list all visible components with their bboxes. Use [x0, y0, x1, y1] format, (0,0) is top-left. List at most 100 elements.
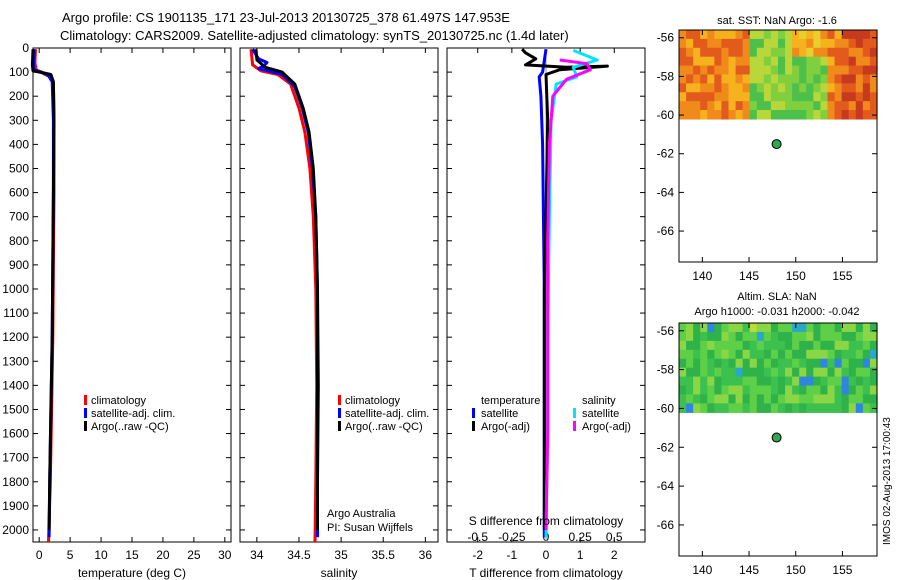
field-cell	[700, 323, 708, 333]
field-cell	[735, 92, 744, 102]
lat-tick-label: -62	[657, 147, 675, 161]
field-cell	[693, 74, 701, 84]
field-cell	[799, 358, 807, 369]
lon-tick-label: 155	[832, 563, 852, 577]
field-cell	[820, 403, 829, 413]
legend-swatch-s-argo	[573, 421, 576, 431]
field-cell	[756, 74, 765, 84]
field-cell	[686, 376, 694, 387]
field-cell	[728, 56, 737, 67]
field-cell	[841, 83, 850, 93]
field-cell	[721, 331, 730, 342]
depth-tick-label: 1600	[2, 427, 29, 441]
field-cell	[742, 74, 751, 84]
field-cell	[778, 367, 786, 378]
field-cell	[848, 83, 857, 93]
field-cell	[770, 394, 779, 404]
field-cell	[792, 56, 800, 67]
field-cell	[721, 83, 730, 93]
field-cell	[686, 83, 694, 93]
field-cell	[813, 385, 822, 396]
field-cell	[820, 47, 829, 58]
field-cell	[693, 358, 701, 369]
sla-map-subtitle: Argo h1000: -0.031 h2000: -0.042	[694, 306, 859, 318]
field-cell	[756, 65, 765, 76]
field-cell	[841, 74, 850, 84]
field-cell	[799, 367, 807, 378]
field-cell	[714, 110, 723, 120]
field-cell	[778, 30, 786, 40]
x-tick-label: 15	[125, 548, 139, 562]
field-cell	[742, 340, 751, 351]
field-cell	[728, 83, 737, 93]
field-cell	[785, 323, 793, 333]
field-cell	[742, 358, 751, 369]
field-cell	[770, 74, 779, 84]
field-cell	[862, 367, 871, 378]
field-cell	[728, 340, 737, 351]
field-cell	[799, 65, 807, 76]
depth-tick-label: 600	[9, 186, 29, 200]
field-cell	[827, 38, 836, 49]
field-cell	[841, 30, 850, 40]
x-tick-label: 34	[250, 548, 264, 562]
field-cell	[721, 323, 730, 333]
field-cell	[834, 101, 843, 111]
field-cell	[834, 83, 843, 93]
field-cell	[855, 30, 864, 40]
depth-tick-labels: 0 100 200 300 400 500 600 700 800 900 1000 1100 1200…	[2, 41, 29, 537]
field-cell	[756, 340, 765, 351]
field-cell	[693, 385, 701, 396]
field-cell	[834, 403, 843, 413]
field-cell	[770, 47, 779, 58]
field-cell	[735, 394, 744, 404]
field-cell	[749, 376, 758, 387]
field-cell	[700, 74, 708, 84]
field-cell	[735, 349, 744, 360]
field-cell	[841, 110, 850, 120]
field-cell	[806, 47, 814, 58]
field-cell	[792, 349, 800, 360]
legend-swatch-climatology	[338, 395, 341, 405]
field-cell	[728, 38, 737, 49]
x-tick-label: 0	[543, 548, 550, 562]
field-cell	[806, 92, 814, 102]
field-cell	[770, 323, 779, 333]
field-cell	[841, 38, 850, 49]
field-cell	[827, 101, 836, 111]
field-cell	[862, 101, 871, 111]
field-cell	[700, 101, 708, 111]
x-tick-label: 5	[67, 548, 74, 562]
x-tick-label: 2	[611, 548, 618, 562]
field-cell	[778, 83, 786, 93]
field-cell	[848, 349, 857, 360]
field-cell	[686, 110, 694, 120]
field-cell	[841, 367, 850, 378]
field-cell	[792, 92, 800, 102]
field-cell	[756, 83, 765, 93]
field-cell	[778, 340, 786, 351]
field-cell	[700, 56, 708, 67]
field-cell	[834, 323, 843, 333]
field-cell	[679, 30, 687, 40]
field-cell	[827, 394, 836, 404]
field-cell	[820, 74, 829, 84]
field-cell	[806, 367, 814, 378]
field-cell	[855, 385, 864, 396]
field-cell	[728, 358, 737, 369]
field-cell	[855, 403, 864, 413]
field-cell	[799, 101, 807, 111]
field-cell	[686, 65, 694, 76]
field-cell	[848, 110, 857, 120]
field-cell	[735, 65, 744, 76]
field-cell	[834, 30, 843, 40]
lon-tick-label: 145	[739, 269, 759, 283]
field-cell	[749, 74, 758, 84]
field-cell	[686, 30, 694, 40]
field-cell	[827, 65, 836, 76]
field-cell	[841, 92, 850, 102]
field-cell	[679, 376, 687, 387]
argo-float-marker	[771, 432, 782, 443]
field-cell	[778, 349, 786, 360]
field-cell	[693, 394, 701, 404]
